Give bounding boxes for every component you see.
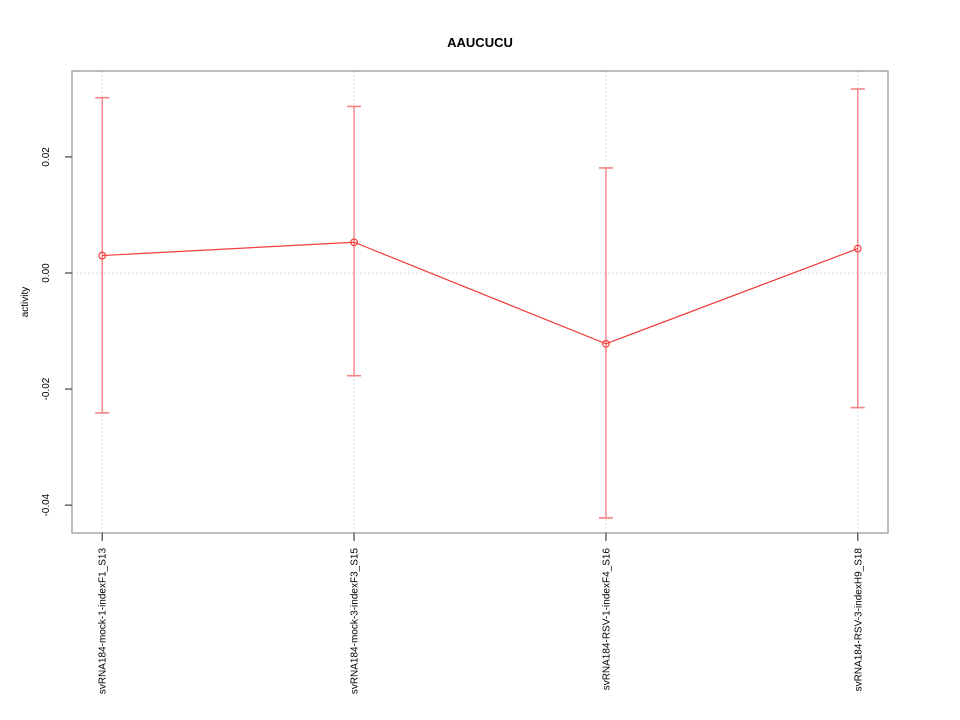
- x-tick-label: svRNA184-mock-3-indexF3_S15: [350, 548, 361, 695]
- data-point: [853, 244, 862, 253]
- y-tick-label: -0.04: [41, 493, 52, 516]
- y-tick-label: 0.02: [41, 147, 52, 167]
- chart-title: AAUCUCU: [447, 35, 513, 50]
- y-tick-label: -0.02: [41, 377, 52, 400]
- data-point: [602, 339, 610, 348]
- plot-frame: [71, 70, 889, 534]
- x-tick-label: svRNA184-RSV-1-indexF4_S16: [601, 548, 612, 691]
- y-axis-title: activity: [20, 287, 31, 318]
- series-line: [102, 241, 858, 345]
- data-layer: [95, 88, 865, 519]
- y-tick-label: 0.00: [41, 263, 52, 283]
- plot-border: [71, 70, 889, 534]
- data-point: [98, 251, 107, 260]
- axis-layer: 0.02 0.00 -0.02 -0.04 svRNA184-mock-1-indexF…: [41, 147, 864, 694]
- x-tick-label: svRNA184-mock-1-indexF1_S13: [98, 548, 109, 695]
- x-tick-label: svRNA184-RSV-3-indexH9_S18: [853, 548, 864, 692]
- grid-layer: [72, 71, 888, 533]
- data-point: [350, 238, 358, 247]
